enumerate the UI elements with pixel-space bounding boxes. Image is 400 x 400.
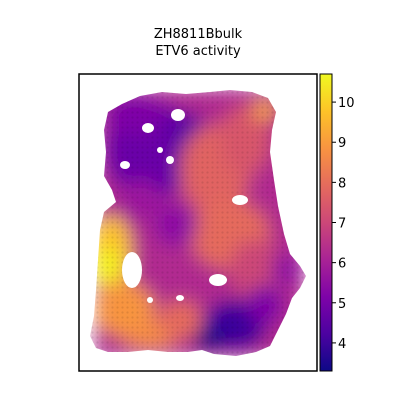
colorbar-tick-label: 7 (338, 217, 346, 232)
tissue-gap (209, 274, 227, 286)
chart-title: ZH8811Bbulk ETV6 activity (154, 27, 243, 59)
colorbar-fill (319, 73, 333, 372)
colorbar-tick-label: 8 (338, 176, 346, 191)
colorbar-tick-label: 6 (338, 257, 346, 272)
tissue-gap (147, 297, 153, 303)
tissue-gap (120, 161, 130, 169)
plot-area (78, 73, 318, 372)
colorbar-tick-label: 9 (338, 136, 346, 151)
colorbar-tick-label: 10 (338, 96, 355, 111)
colorbar: 4 5 6 7 8 9 10 (319, 73, 355, 372)
tissue-gap (166, 156, 174, 164)
tissue-gap (142, 123, 154, 133)
tissue-heatmap (90, 90, 306, 356)
chart-title-line-1: ZH8811Bbulk (154, 27, 243, 42)
chart-title-line-2: ETV6 activity (155, 44, 241, 59)
tissue-gap (122, 252, 142, 288)
tissue-gap (176, 295, 184, 301)
tissue-gap (157, 147, 163, 153)
colorbar-tick-label: 5 (338, 297, 346, 312)
tissue-gap (232, 195, 248, 205)
colorbar-tick-label: 4 (338, 337, 346, 352)
tissue-gap (171, 109, 185, 121)
